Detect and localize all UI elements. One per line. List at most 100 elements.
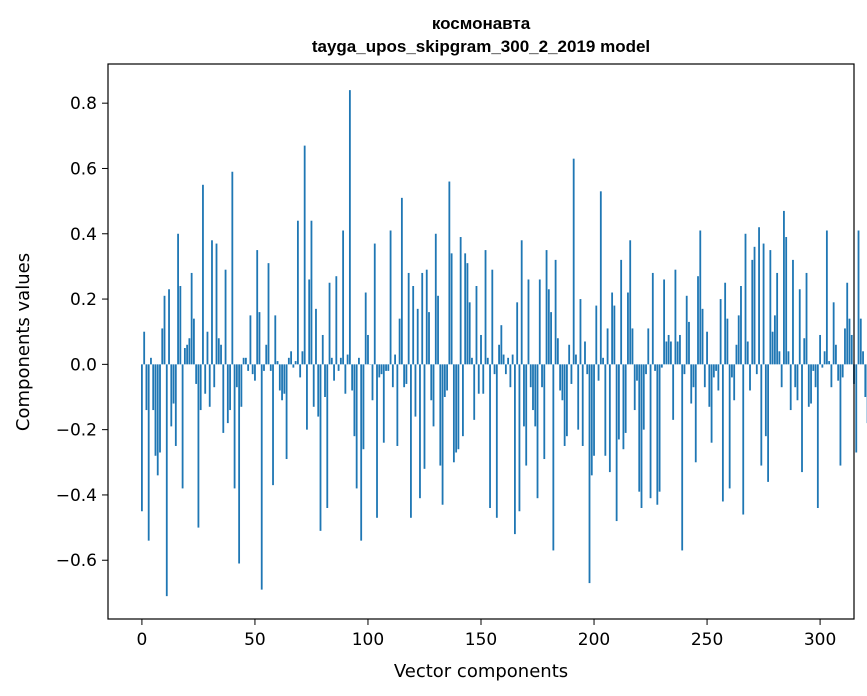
bar-70 bbox=[299, 364, 302, 378]
bar-160 bbox=[502, 354, 505, 365]
bar-121 bbox=[414, 364, 417, 417]
bar-277 bbox=[767, 364, 769, 482]
bar-272 bbox=[755, 364, 758, 375]
bar-284 bbox=[783, 210, 785, 365]
bar-76 bbox=[312, 364, 315, 407]
bar-184 bbox=[556, 338, 559, 365]
bar-2 bbox=[145, 364, 148, 411]
x-tick-label: 200 bbox=[578, 630, 610, 650]
bar-185 bbox=[559, 364, 562, 391]
bar-174 bbox=[534, 364, 537, 427]
bar-132 bbox=[439, 364, 442, 466]
bar-207 bbox=[608, 364, 611, 473]
bar-240 bbox=[683, 364, 686, 375]
bar-150 bbox=[480, 334, 482, 365]
bar-59 bbox=[274, 315, 277, 365]
bar-63 bbox=[283, 364, 286, 394]
bar-192 bbox=[575, 354, 577, 365]
bars-group bbox=[141, 90, 867, 597]
bar-214 bbox=[624, 364, 627, 433]
bar-102 bbox=[371, 364, 374, 401]
x-axis-label: Vector components bbox=[394, 661, 568, 682]
bar-229 bbox=[658, 364, 661, 492]
bar-250 bbox=[706, 331, 708, 365]
bar-280 bbox=[773, 315, 776, 365]
bar-110 bbox=[389, 230, 392, 365]
bar-259 bbox=[726, 318, 729, 365]
bar-245 bbox=[694, 364, 697, 463]
bar-305 bbox=[830, 364, 833, 388]
bar-88 bbox=[339, 357, 342, 365]
bar-113 bbox=[396, 364, 399, 446]
bar-120 bbox=[412, 286, 415, 365]
bar-286 bbox=[787, 351, 790, 365]
bar-287 bbox=[789, 364, 792, 411]
bar-111 bbox=[391, 364, 394, 388]
bar-171 bbox=[527, 279, 530, 365]
bar-251 bbox=[708, 364, 711, 407]
bar-139 bbox=[455, 364, 458, 453]
bar-25 bbox=[197, 364, 200, 528]
bar-146 bbox=[471, 357, 473, 365]
y-axis-label: Components values bbox=[13, 253, 34, 431]
bar-228 bbox=[656, 364, 659, 505]
bar-21 bbox=[188, 338, 191, 365]
bar-14 bbox=[172, 364, 175, 404]
bar-232 bbox=[665, 341, 668, 365]
bar-194 bbox=[579, 299, 582, 365]
bar-217 bbox=[631, 328, 634, 365]
bar-249 bbox=[703, 364, 706, 388]
bar-100 bbox=[367, 334, 369, 365]
bar-310 bbox=[841, 364, 844, 378]
bar-37 bbox=[224, 269, 227, 365]
bar-61 bbox=[278, 364, 281, 391]
bar-98 bbox=[362, 364, 365, 450]
bar-173 bbox=[532, 364, 534, 411]
bar-85 bbox=[333, 364, 335, 381]
bar-72 bbox=[303, 145, 306, 365]
bar-66 bbox=[290, 351, 293, 365]
bar-19 bbox=[183, 348, 186, 365]
bar-317 bbox=[857, 230, 860, 365]
bar-297 bbox=[812, 364, 815, 371]
bar-177 bbox=[541, 364, 543, 388]
bar-5 bbox=[152, 364, 155, 411]
bar-50 bbox=[254, 364, 256, 381]
bar-115 bbox=[400, 197, 403, 365]
bar-143 bbox=[464, 253, 467, 365]
bar-295 bbox=[807, 364, 810, 407]
bar-43 bbox=[238, 364, 241, 564]
bar-122 bbox=[416, 308, 419, 365]
bar-204 bbox=[602, 357, 604, 365]
x-tick-label: 250 bbox=[691, 630, 723, 650]
bar-137 bbox=[450, 253, 453, 365]
bar-135 bbox=[446, 364, 448, 391]
bar-291 bbox=[798, 289, 801, 365]
bar-105 bbox=[378, 364, 381, 378]
bar-153 bbox=[486, 357, 489, 365]
bar-230 bbox=[660, 364, 663, 368]
bar-236 bbox=[674, 269, 677, 365]
bar-46 bbox=[244, 357, 247, 365]
bar-206 bbox=[606, 328, 609, 365]
bar-127 bbox=[428, 312, 430, 365]
bar-75 bbox=[310, 220, 313, 365]
bar-276 bbox=[764, 364, 767, 437]
bar-319 bbox=[862, 351, 864, 365]
bar-268 bbox=[746, 341, 749, 365]
bar-55 bbox=[265, 344, 268, 365]
bar-119 bbox=[410, 364, 412, 518]
x-tick-label: 100 bbox=[352, 630, 384, 650]
bar-238 bbox=[679, 334, 681, 365]
bar-270 bbox=[751, 259, 754, 365]
bar-221 bbox=[640, 364, 643, 508]
bar-213 bbox=[622, 364, 625, 450]
y-tick-label: 0.4 bbox=[70, 225, 97, 245]
bar-38 bbox=[226, 364, 229, 424]
bar-80 bbox=[321, 334, 324, 365]
bar-126 bbox=[425, 269, 428, 365]
bar-188 bbox=[566, 364, 568, 437]
bar-283 bbox=[780, 364, 783, 388]
bar-202 bbox=[597, 364, 600, 381]
